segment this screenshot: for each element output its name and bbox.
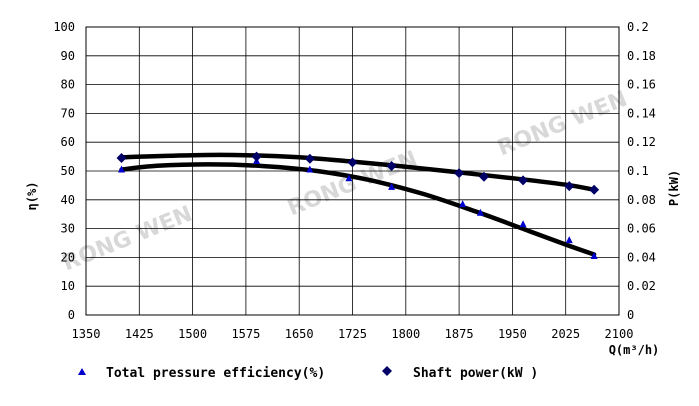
x-tick-label: 1950 bbox=[498, 327, 527, 341]
efficiency-point bbox=[345, 174, 353, 182]
efficiency-curve bbox=[119, 162, 597, 257]
y-right-tick-label: 0.2 bbox=[627, 20, 649, 34]
x-tick-labels: 1350 1425 1500 1575 1650 1725 1800 1875 1950 2025… bbox=[72, 327, 634, 341]
y-left-tick-label: 20 bbox=[61, 250, 75, 264]
curves bbox=[119, 152, 597, 257]
y-right-tick-label: 0.1 bbox=[627, 164, 649, 178]
x-tick-label: 1800 bbox=[391, 327, 420, 341]
x-tick-label: 1425 bbox=[125, 327, 154, 341]
y-right-tick-label: 0.02 bbox=[627, 279, 656, 293]
y-left-axis-label: η(%) bbox=[25, 182, 39, 211]
y-left-tick-label: 80 bbox=[61, 78, 75, 92]
y-left-tick-label: 90 bbox=[61, 49, 75, 63]
x-tick-label: 1500 bbox=[178, 327, 207, 341]
power-point bbox=[589, 184, 600, 195]
y-right-tick-label: 0.06 bbox=[627, 222, 656, 236]
y-left-tick-label: 10 bbox=[61, 279, 75, 293]
y-left-tick-label: 30 bbox=[61, 222, 75, 236]
legend-diamond-icon bbox=[382, 366, 392, 376]
x-tick-label: 2025 bbox=[551, 327, 580, 341]
efficiency-point bbox=[590, 251, 598, 259]
y-right-axis-label: P(kW) bbox=[667, 170, 681, 206]
efficiency-point bbox=[459, 200, 467, 208]
y-left-tick-label: 50 bbox=[61, 164, 75, 178]
x-tick-label: 2100 bbox=[605, 327, 634, 341]
power-point bbox=[386, 160, 397, 171]
x-tick-label: 1875 bbox=[445, 327, 474, 341]
efficiency-point bbox=[476, 208, 484, 216]
y-left-tick-label: 0 bbox=[68, 308, 75, 322]
x-tick-label: 1650 bbox=[285, 327, 314, 341]
efficiency-point bbox=[388, 182, 396, 190]
x-tick-label: 1725 bbox=[338, 327, 367, 341]
y-right-tick-label: 0.08 bbox=[627, 193, 656, 207]
power-point bbox=[347, 157, 358, 168]
x-tick-label: 1575 bbox=[231, 327, 260, 341]
efficiency-point bbox=[519, 220, 527, 228]
x-axis-label: Q(m³/h) bbox=[609, 343, 660, 357]
y-right-tick-label: 0.12 bbox=[627, 135, 656, 149]
legend-power-label: Shaft power(kW ) bbox=[413, 366, 538, 381]
y-left-tick-label: 40 bbox=[61, 193, 75, 207]
x-tick-label: 1350 bbox=[72, 327, 101, 341]
y-right-tick-label: 0 bbox=[627, 308, 634, 322]
y-left-tick-label: 70 bbox=[61, 106, 75, 120]
power-point bbox=[478, 171, 489, 182]
y-left-tick-labels: 0 10 20 30 40 50 60 70 80 90 100 bbox=[53, 20, 75, 322]
grid bbox=[86, 27, 619, 315]
power-point bbox=[251, 151, 262, 162]
efficiency-point bbox=[565, 236, 573, 244]
power-point bbox=[518, 175, 529, 186]
power-curve bbox=[119, 152, 597, 192]
plot-frame bbox=[85, 26, 620, 316]
power-point bbox=[304, 153, 315, 164]
power-point bbox=[564, 181, 575, 192]
power-point bbox=[454, 168, 465, 179]
efficiency-point bbox=[118, 165, 126, 173]
y-right-tick-label: 0.04 bbox=[627, 250, 656, 264]
power-point bbox=[116, 153, 127, 164]
watermark-text: RONG WEN bbox=[59, 202, 196, 277]
y-right-tick-labels: 0 0.02 0.04 0.06 0.08 0.1 0.12 0.14 0.16 0.18 0.2 bbox=[627, 20, 656, 322]
legend-efficiency-label: Total pressure efficiency(%) bbox=[106, 366, 325, 381]
y-right-tick-label: 0.18 bbox=[627, 49, 656, 63]
watermark-text: RONG WEN bbox=[494, 87, 631, 162]
y-left-tick-label: 60 bbox=[61, 135, 75, 149]
y-right-tick-label: 0.14 bbox=[627, 106, 656, 120]
markers bbox=[116, 151, 600, 259]
legend-triangle-icon bbox=[78, 368, 86, 375]
legend: Total pressure efficiency(%) Shaft power… bbox=[78, 366, 538, 381]
y-right-tick-label: 0.16 bbox=[627, 78, 656, 92]
efficiency-point bbox=[306, 165, 314, 173]
y-left-tick-label: 100 bbox=[53, 20, 75, 34]
